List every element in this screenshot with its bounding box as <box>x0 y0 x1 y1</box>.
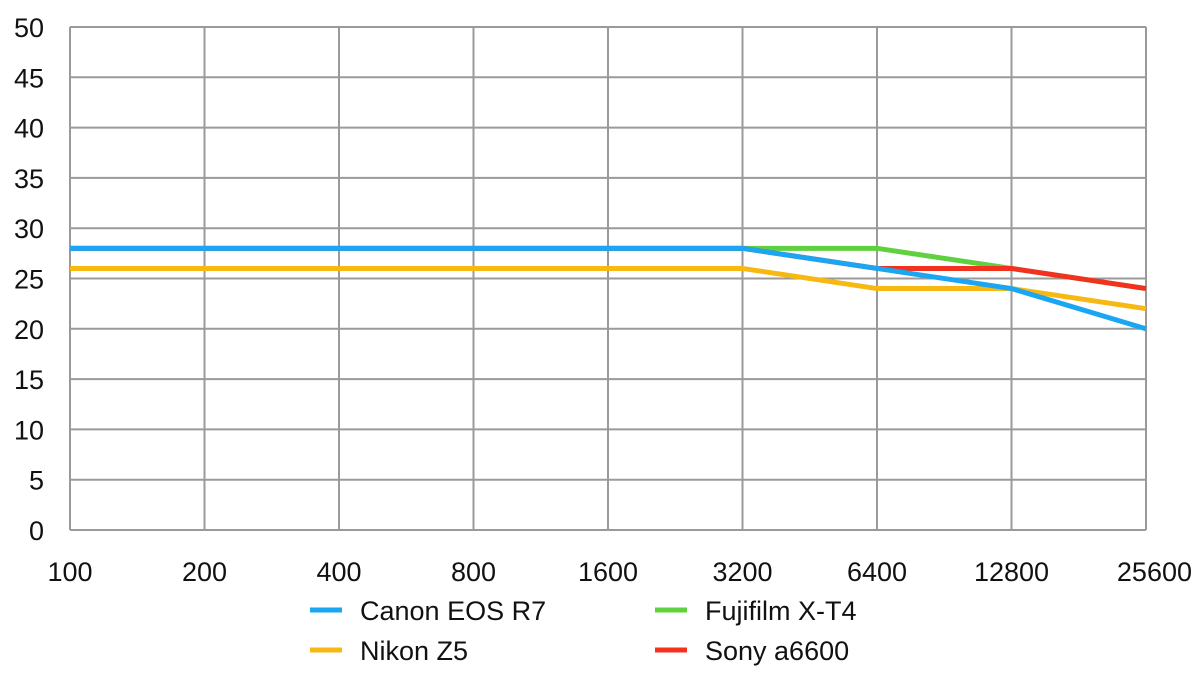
x-tick-label: 400 <box>316 557 361 587</box>
y-tick-label: 20 <box>14 315 44 345</box>
y-tick-label: 10 <box>14 415 44 445</box>
legend-label-canon-eos-r7: Canon EOS R7 <box>360 596 546 626</box>
x-tick-label: 12800 <box>974 557 1049 587</box>
y-tick-label: 50 <box>14 13 44 43</box>
y-tick-label: 30 <box>14 214 44 244</box>
series-lines <box>70 245 1147 332</box>
x-tick-label: 800 <box>451 557 496 587</box>
y-tick-label: 5 <box>29 466 44 496</box>
x-tick-label: 3200 <box>712 557 772 587</box>
series-line-canon-eos-r7 <box>70 245 1147 332</box>
x-axis-tick-labels: 100 200 400 800 1600 3200 6400 12800 25600 <box>47 557 1192 587</box>
legend: Canon EOS R7 Fujifilm X-T4 Nikon Z5 Sony a6… <box>310 596 857 666</box>
x-tick-label: 6400 <box>847 557 907 587</box>
x-tick-label: 1600 <box>578 557 638 587</box>
grid-lines <box>69 26 1147 531</box>
y-tick-label: 15 <box>14 365 44 395</box>
x-tick-label: 200 <box>182 557 227 587</box>
x-tick-label: 100 <box>47 557 92 587</box>
y-tick-label: 40 <box>14 114 44 144</box>
y-tick-label: 0 <box>29 516 44 546</box>
y-tick-label: 25 <box>14 265 44 295</box>
legend-label-fujifilm-x-t4: Fujifilm X-T4 <box>705 596 857 626</box>
x-tick-label: 25600 <box>1117 557 1192 587</box>
y-axis-tick-labels: 0 5 10 15 20 25 30 35 40 45 50 <box>14 13 44 546</box>
series-line-nikon-z5 <box>70 265 1147 312</box>
legend-label-nikon-z5: Nikon Z5 <box>360 636 468 666</box>
y-tick-label: 45 <box>14 63 44 93</box>
legend-label-sony-a6600: Sony a6600 <box>705 636 849 666</box>
y-tick-label: 35 <box>14 164 44 194</box>
